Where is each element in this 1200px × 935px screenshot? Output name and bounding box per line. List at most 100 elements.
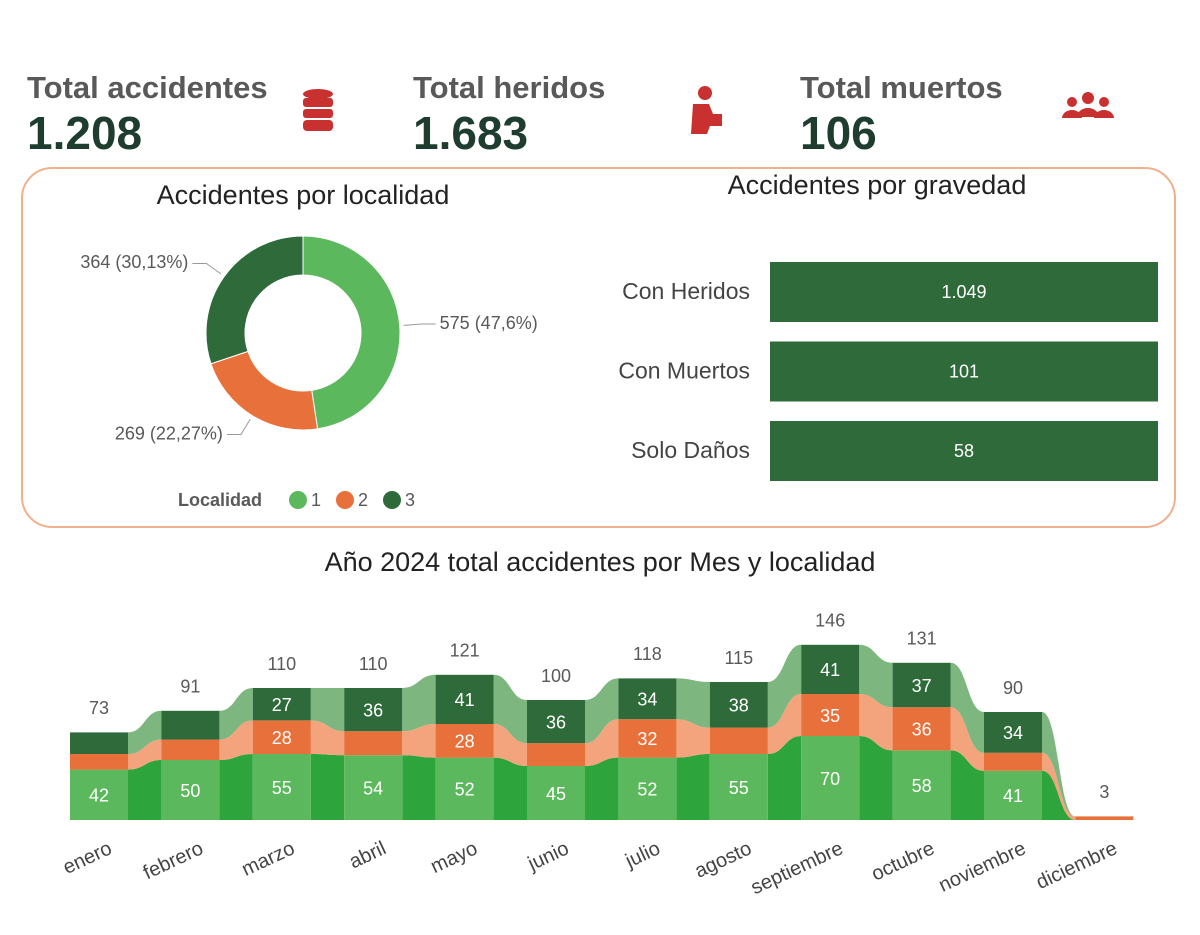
database-icon: [303, 89, 333, 131]
bar-segment: [435, 757, 494, 820]
leader-line: [192, 262, 222, 275]
segment-label: 36: [363, 700, 383, 720]
segment-label: 28: [455, 732, 475, 752]
data-label: 364 (30,13%): [80, 252, 188, 272]
data-label: 269 (22,27%): [115, 423, 223, 443]
chart-title: Accidentes por gravedad: [728, 170, 1027, 200]
ribbon: [767, 694, 802, 754]
panel-border: [21, 167, 1176, 528]
ribbon: [219, 720, 253, 760]
ribbon: [950, 750, 984, 820]
bar-segment: [70, 754, 128, 770]
bar-segment: [984, 752, 1042, 771]
x-tick-label: junio: [524, 837, 573, 875]
bar-segment: [984, 712, 1042, 753]
total-label: 121: [450, 641, 480, 661]
ribbon: [402, 755, 436, 820]
ribbon: [1042, 752, 1076, 820]
total-label: 3: [1099, 782, 1109, 802]
segment-label: 36: [546, 712, 566, 732]
bar-segment: [618, 719, 677, 758]
ribbon: [1042, 712, 1076, 817]
bar-segment: [618, 678, 677, 720]
bar-segment: [709, 727, 768, 754]
legend-title: Localidad: [178, 490, 262, 510]
segment-label: 41: [820, 660, 840, 680]
bar-segment: [435, 674, 494, 724]
segment-label: 45: [546, 784, 566, 804]
segment-label: 34: [637, 690, 657, 710]
donut-slice: [302, 235, 401, 430]
bar-segment: [618, 757, 677, 820]
bar-segment: [161, 760, 220, 820]
bar-segment: [709, 754, 768, 820]
total-label: 91: [180, 677, 200, 697]
kpi-title: Total muertos: [800, 70, 1003, 105]
ribbon: [585, 757, 619, 820]
segment-label: 54: [363, 778, 383, 798]
ribbon: [767, 644, 802, 728]
bar-segment: [70, 732, 128, 754]
ribbon: [859, 736, 893, 820]
bar-segment: [1075, 816, 1134, 820]
bar-segment: [344, 755, 403, 820]
segment-label: 35: [820, 706, 840, 726]
kpi-value: 1.683: [413, 107, 528, 159]
bar-segment: [252, 754, 311, 820]
ribbon: [676, 678, 710, 728]
cell-bar: [770, 262, 1158, 322]
segment-label: 55: [729, 778, 749, 798]
bar-segment: [70, 769, 128, 820]
donut-slice: [210, 350, 319, 431]
bar-segment: [344, 688, 403, 732]
segment-label: 55: [272, 778, 292, 798]
segment-label: 50: [180, 781, 200, 801]
bar-segment: [527, 766, 585, 820]
ribbon: [676, 719, 710, 758]
segment-label: 52: [455, 780, 475, 800]
leader-line: [403, 323, 436, 326]
cell-value: 101: [949, 361, 979, 381]
ribbon: [402, 724, 436, 758]
ribbon: [493, 757, 527, 820]
cell-value: 58: [954, 441, 974, 461]
segment-label: 58: [912, 776, 932, 796]
x-tick-label: diciembre: [1033, 837, 1121, 894]
ribbon: [219, 754, 253, 820]
kpi-title: Total accidentes: [27, 70, 268, 105]
donut-slice: [205, 235, 304, 365]
x-tick-label: febrero: [140, 837, 207, 884]
bar-segment: [435, 724, 494, 758]
ribbon: [128, 710, 162, 754]
x-tick-label: agosto: [691, 837, 755, 882]
kpi-value: 106: [800, 107, 877, 159]
x-tick-label: marzo: [238, 837, 298, 880]
ribbon: [859, 694, 893, 751]
bar-segment: [252, 688, 311, 721]
ribbon: [402, 674, 436, 732]
ribbon: [128, 760, 162, 820]
x-tick-label: octubre: [868, 837, 938, 885]
kpi-value: 1.208: [27, 107, 142, 159]
chart-title: Accidentes por localidad: [157, 180, 450, 210]
bar-segment: [161, 739, 220, 760]
legend-swatch: [336, 491, 354, 509]
bar-segment: [801, 644, 860, 694]
bar-segment: [709, 682, 768, 728]
total-label: 131: [907, 629, 937, 649]
cell-bar: [770, 341, 1158, 402]
ribbon: [585, 678, 619, 744]
leader-line: [226, 418, 251, 436]
ribbon: [585, 719, 619, 766]
bar-segment: [984, 770, 1042, 820]
people-icon: [1062, 92, 1114, 118]
legend-label: 3: [405, 490, 415, 510]
segment-label: 27: [272, 695, 292, 715]
ribbon: [859, 644, 893, 708]
bar-segment: [252, 720, 311, 754]
total-label: 90: [1003, 678, 1023, 698]
legend-swatch: [289, 491, 307, 509]
cell-value: 1.049: [941, 282, 986, 302]
chart-title: Año 2024 total accidentes por Mes y loca…: [325, 547, 876, 577]
